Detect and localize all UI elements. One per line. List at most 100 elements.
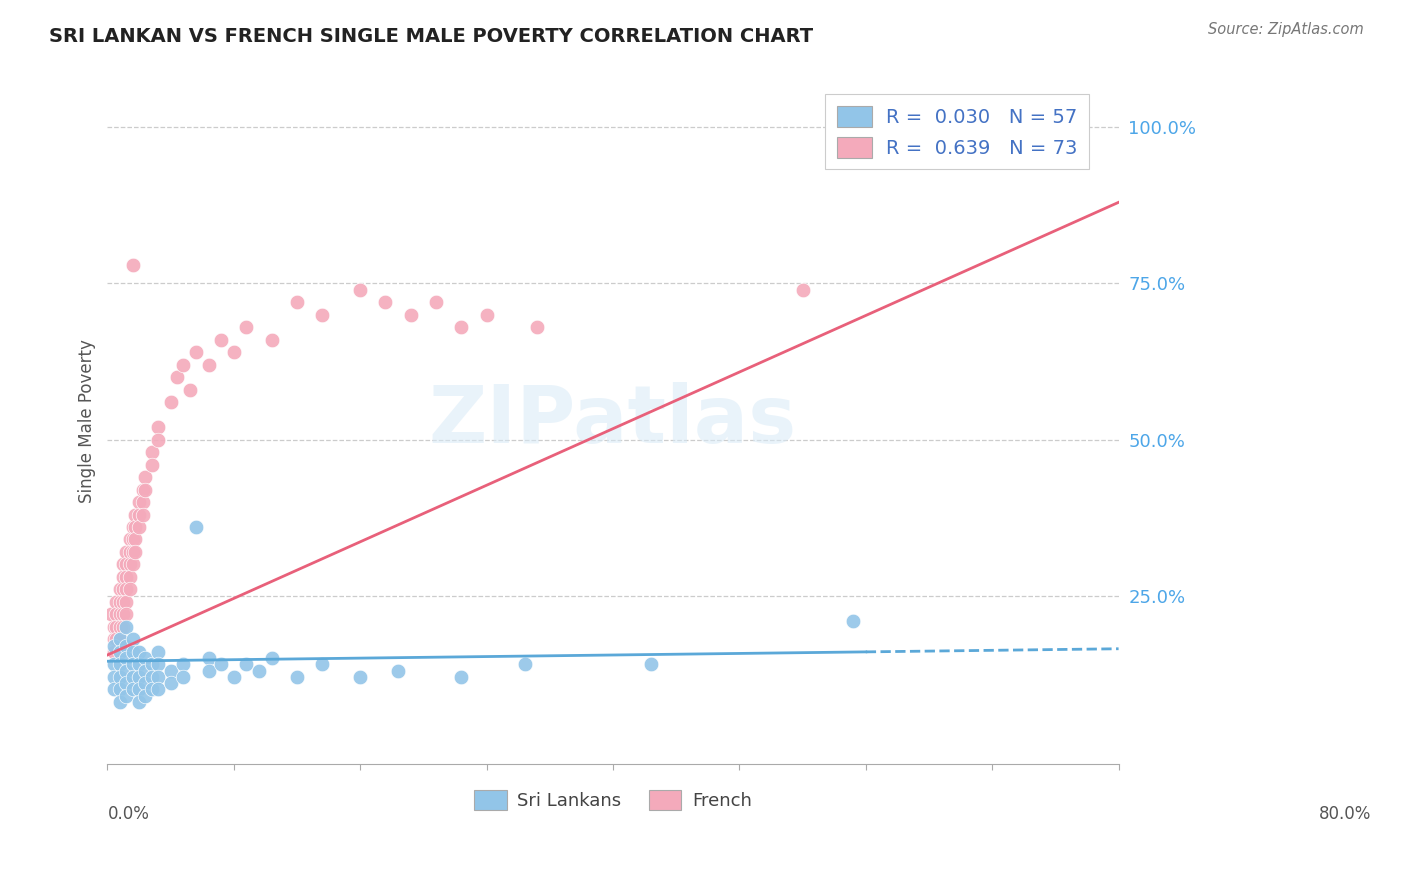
Point	[172, 657, 194, 672]
Point	[105, 620, 128, 634]
Point	[222, 345, 245, 359]
Point	[146, 670, 169, 684]
Point	[115, 558, 138, 572]
Point	[124, 533, 146, 547]
Legend: Sri Lankans, French: Sri Lankans, French	[467, 782, 759, 817]
Point	[115, 582, 138, 597]
Point	[121, 258, 143, 272]
Point	[209, 657, 232, 672]
Point	[172, 670, 194, 684]
Point	[105, 607, 128, 622]
Point	[146, 682, 169, 697]
Point	[120, 545, 142, 559]
Point	[108, 645, 131, 659]
Point	[1007, 120, 1029, 135]
Point	[475, 308, 498, 322]
Point	[209, 333, 232, 347]
Point	[128, 695, 150, 709]
Point	[124, 520, 146, 534]
Text: 80.0%: 80.0%	[1319, 805, 1371, 823]
Point	[513, 657, 536, 672]
Point	[132, 495, 155, 509]
Point	[128, 495, 150, 509]
Point	[141, 458, 163, 472]
Point	[103, 620, 125, 634]
Point	[120, 533, 142, 547]
Point	[146, 420, 169, 434]
Point	[399, 308, 422, 322]
Point	[197, 651, 219, 665]
Point	[121, 533, 143, 547]
Point	[179, 383, 201, 397]
Point	[121, 670, 143, 684]
Point	[311, 657, 333, 672]
Point	[121, 520, 143, 534]
Point	[108, 657, 131, 672]
Point	[115, 651, 138, 665]
Point	[197, 358, 219, 372]
Point	[120, 570, 142, 584]
Point	[132, 483, 155, 497]
Point	[121, 632, 143, 647]
Point	[349, 670, 371, 684]
Point	[197, 664, 219, 678]
Point	[260, 333, 283, 347]
Point	[159, 676, 181, 690]
Point	[128, 670, 150, 684]
Point	[115, 545, 138, 559]
Point	[141, 657, 163, 672]
Point	[842, 614, 865, 628]
Point	[146, 433, 169, 447]
Point	[134, 676, 156, 690]
Point	[128, 645, 150, 659]
Point	[184, 520, 207, 534]
Point	[792, 283, 814, 297]
Point	[121, 645, 143, 659]
Point	[146, 657, 169, 672]
Point	[115, 570, 138, 584]
Point	[108, 682, 131, 697]
Point	[115, 664, 138, 678]
Point	[124, 508, 146, 522]
Point	[111, 558, 134, 572]
Point	[115, 607, 138, 622]
Point	[108, 670, 131, 684]
Point	[247, 664, 270, 678]
Point	[374, 295, 396, 310]
Point	[146, 645, 169, 659]
Text: SRI LANKAN VS FRENCH SINGLE MALE POVERTY CORRELATION CHART: SRI LANKAN VS FRENCH SINGLE MALE POVERTY…	[49, 27, 813, 45]
Point	[425, 295, 447, 310]
Point	[141, 670, 163, 684]
Point	[103, 682, 125, 697]
Point	[111, 620, 134, 634]
Point	[115, 620, 138, 634]
Point	[108, 632, 131, 647]
Point	[132, 508, 155, 522]
Point	[526, 320, 548, 334]
Point	[134, 470, 156, 484]
Point	[108, 620, 131, 634]
Point	[141, 682, 163, 697]
Y-axis label: Single Male Poverty: Single Male Poverty	[79, 339, 96, 503]
Point	[450, 320, 472, 334]
Point	[103, 657, 125, 672]
Point	[103, 632, 125, 647]
Text: Source: ZipAtlas.com: Source: ZipAtlas.com	[1208, 22, 1364, 37]
Point	[128, 657, 150, 672]
Point	[640, 657, 662, 672]
Point	[172, 358, 194, 372]
Point	[108, 582, 131, 597]
Point	[115, 639, 138, 653]
Point	[134, 664, 156, 678]
Point	[235, 657, 257, 672]
Point	[285, 295, 308, 310]
Point	[103, 670, 125, 684]
Point	[111, 607, 134, 622]
Point	[115, 676, 138, 690]
Point	[222, 670, 245, 684]
Point	[120, 558, 142, 572]
Point	[108, 607, 131, 622]
Point	[124, 545, 146, 559]
Text: 0.0%: 0.0%	[107, 805, 149, 823]
Point	[184, 345, 207, 359]
